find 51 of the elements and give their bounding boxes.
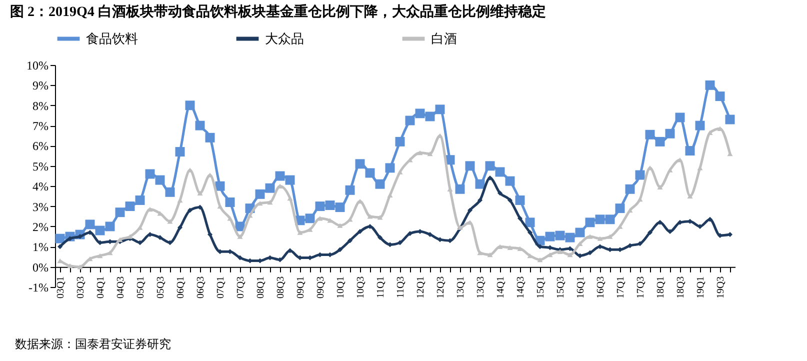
x-tick-label: 15Q1 — [536, 276, 546, 299]
y-tick-label: 0% — [32, 260, 48, 274]
x-tick-label: 10Q3 — [356, 276, 366, 299]
x-tick-label: 18Q1 — [656, 276, 666, 299]
x-tick-label: 11Q3 — [396, 276, 406, 298]
x-tick-label: 17Q3 — [636, 276, 646, 299]
y-tick-label: 6% — [32, 139, 48, 154]
x-tick-label: 09Q3 — [316, 276, 326, 299]
y-tick-label: 10% — [26, 58, 48, 72]
x-tick-label: 19Q1 — [696, 276, 706, 299]
legend-label: 食品饮料 — [86, 30, 138, 46]
x-tick-label: 17Q1 — [616, 276, 626, 299]
y-tick-label: 1% — [32, 240, 48, 254]
y-tick-label: 3% — [32, 200, 48, 214]
x-tick-label: 03Q1 — [56, 276, 66, 299]
x-tick-label: 07Q3 — [236, 276, 246, 299]
x-tick-label: 04Q1 — [96, 276, 106, 299]
x-tick-label: 06Q3 — [196, 276, 206, 299]
y-tick-label: -1% — [28, 280, 48, 294]
x-tick-label: 18Q3 — [676, 276, 686, 299]
y-tick-label: 7% — [32, 119, 48, 134]
y-tick-label: 5% — [32, 159, 48, 174]
x-tick-label: 06Q1 — [176, 276, 186, 299]
x-tick-label: 10Q1 — [336, 276, 346, 299]
y-tick-label: 2% — [32, 220, 48, 234]
x-tick-label: 13Q1 — [456, 276, 466, 299]
x-tick-label: 19Q3 — [716, 276, 726, 299]
x-tick-label: 15Q3 — [556, 276, 566, 299]
y-tick-label: 8% — [32, 98, 48, 113]
y-tick-label: 4% — [32, 180, 48, 194]
x-tick-label: 08Q3 — [276, 276, 286, 299]
x-tick-label: 16Q1 — [576, 276, 586, 299]
x-tick-label: 12Q1 — [416, 276, 426, 299]
x-tick-label: 14Q1 — [496, 276, 506, 299]
x-tick-label: 14Q3 — [516, 276, 526, 299]
source-note: 数据来源：国泰君安证券研究 — [15, 337, 171, 351]
x-tick-label: 03Q3 — [76, 276, 86, 299]
x-tick-label: 07Q1 — [216, 276, 226, 299]
y-tick-label: 9% — [32, 78, 48, 93]
chart-title: 图 2：2019Q4 白酒板块带动食品饮料板块基金重仓比例下降，大众品重仓比例维持稳定 — [10, 3, 546, 20]
x-tick-label: 12Q3 — [436, 276, 446, 299]
x-tick-label: 05Q1 — [136, 276, 146, 299]
x-tick-label: 16Q3 — [596, 276, 606, 299]
x-tick-label: 04Q3 — [116, 276, 126, 299]
x-tick-label: 13Q3 — [476, 276, 486, 299]
x-tick-label: 11Q1 — [376, 276, 386, 298]
x-tick-label: 09Q1 — [296, 276, 306, 299]
legend-label: 大众品 — [265, 30, 304, 46]
legend-label: 白酒 — [431, 30, 457, 46]
x-tick-label: 05Q3 — [156, 276, 166, 299]
x-tick-label: 08Q1 — [256, 276, 266, 299]
